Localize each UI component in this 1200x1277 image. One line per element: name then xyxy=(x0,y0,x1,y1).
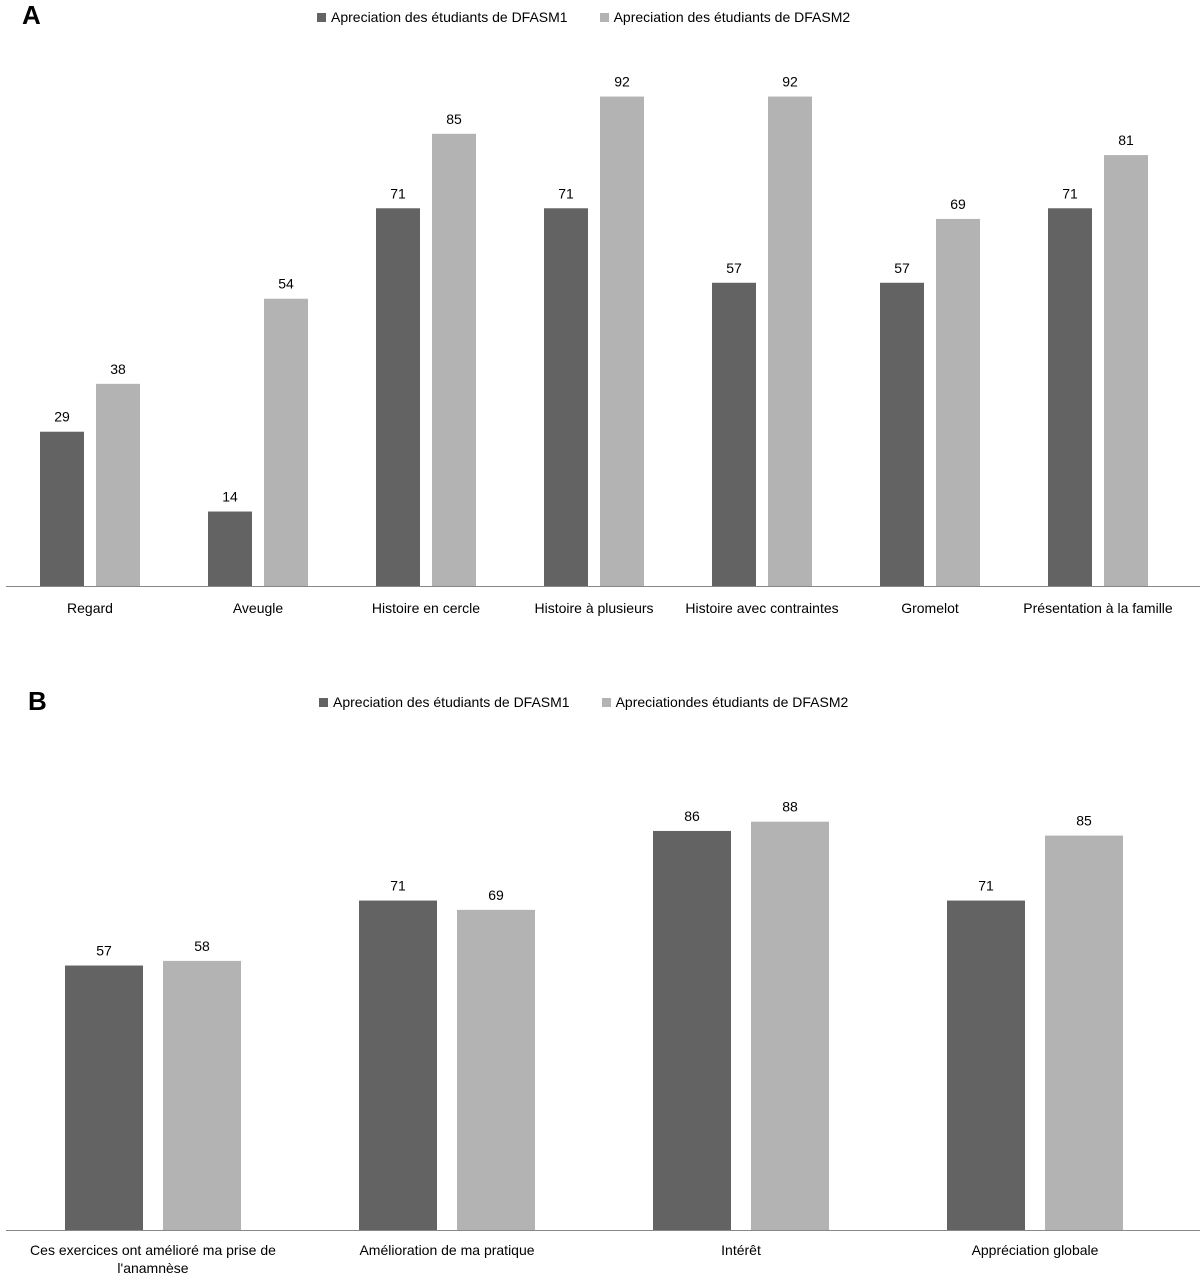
bar-b-series-1-1 xyxy=(65,965,143,1230)
category-label-a-6: Gromelot xyxy=(901,600,959,616)
legend-swatch-series-1 xyxy=(319,697,328,707)
legend-label-series-1: Apreciation des étudiants de DFASM1 xyxy=(331,9,568,25)
legend-item-series-2: Apreciation des étudiants de DFASM2 xyxy=(599,9,851,25)
data-label-b-series-1-3: 86 xyxy=(684,808,700,824)
legend-swatch-series-2 xyxy=(599,12,609,22)
bar-b-series-1-3 xyxy=(653,830,731,1230)
data-label-b-series-2-3: 88 xyxy=(782,799,798,815)
data-label-a-series-1-3: 71 xyxy=(390,185,406,201)
panel-label-b: B xyxy=(28,686,47,716)
bar-a-series-2-2 xyxy=(264,298,308,586)
data-label-a-series-1-7: 71 xyxy=(1062,185,1078,201)
bar-b-series-2-1 xyxy=(163,960,241,1230)
data-label-a-series-1-6: 57 xyxy=(894,260,910,276)
bar-a-series-1-6 xyxy=(880,282,924,586)
data-label-a-series-2-3: 85 xyxy=(446,111,462,127)
data-label-a-series-2-2: 54 xyxy=(278,276,294,292)
data-label-a-series-2-6: 69 xyxy=(950,196,966,212)
data-label-a-series-1-5: 57 xyxy=(726,260,742,276)
legend-item-series-1: Apreciation des étudiants de DFASM1 xyxy=(319,694,570,710)
category-label-b-4: Appréciation globale xyxy=(972,1242,1099,1258)
legend-label-series-2: Apreciationdes étudiants de DFASM2 xyxy=(615,694,849,710)
bar-a-series-1-5 xyxy=(712,282,756,586)
panel-label-a: A xyxy=(22,0,41,30)
bar-a-series-1-7 xyxy=(1048,208,1092,586)
legend-b: Apreciation des étudiants de DFASM1 Apre… xyxy=(319,694,880,710)
bar-b-series-2-3 xyxy=(751,821,829,1230)
data-label-a-series-2-5: 92 xyxy=(782,74,798,90)
bar-a-series-1-2 xyxy=(208,511,252,586)
bar-a-series-2-5 xyxy=(768,96,812,586)
bar-b-series-2-4 xyxy=(1045,835,1123,1230)
data-label-a-series-2-4: 92 xyxy=(614,74,630,90)
bar-a-series-2-7 xyxy=(1104,155,1148,586)
bar-b-series-2-2 xyxy=(457,909,535,1230)
data-label-a-series-2-1: 38 xyxy=(110,361,126,377)
bar-a-series-2-1 xyxy=(96,383,140,586)
bar-a-series-2-3 xyxy=(432,133,476,587)
category-label-b-2: Amélioration de ma pratique xyxy=(359,1242,534,1258)
data-label-b-series-1-1: 57 xyxy=(96,943,112,959)
category-label-a-1: Regard xyxy=(67,600,113,616)
data-label-a-series-1-2: 14 xyxy=(222,489,238,505)
data-label-b-series-1-4: 71 xyxy=(978,878,994,894)
category-label-b-1: Ces exercices ont amélioré ma prise de l'… xyxy=(30,1242,276,1276)
legend-item-series-2: Apreciationdes étudiants de DFASM2 xyxy=(601,694,849,710)
data-label-b-series-1-2: 71 xyxy=(390,878,406,894)
bar-b-series-1-2 xyxy=(359,900,437,1230)
category-label-a-7: Présentation à la famille xyxy=(1023,600,1173,616)
category-label-a-4: Histoire à plusieurs xyxy=(534,600,653,616)
bar-a-series-2-4 xyxy=(600,96,644,586)
category-label-a-3: Histoire en cercle xyxy=(372,600,480,616)
legend-swatch-series-1 xyxy=(317,12,326,22)
data-label-b-series-2-4: 85 xyxy=(1076,813,1092,829)
legend-item-series-1: Apreciation des étudiants de DFASM1 xyxy=(317,9,568,25)
category-label-a-5: Histoire avec contraintes xyxy=(685,600,838,616)
legend-label-series-2: Apreciation des étudiants de DFASM2 xyxy=(613,9,851,25)
bar-a-series-1-1 xyxy=(40,431,84,586)
legend-a: Apreciation des étudiants de DFASM1 Apre… xyxy=(317,9,882,25)
category-label-b-3: Intérêt xyxy=(721,1242,761,1258)
bar-a-series-1-3 xyxy=(376,208,420,586)
category-label-a-2: Aveugle xyxy=(233,600,284,616)
legend-swatch-series-2 xyxy=(601,697,611,707)
data-label-a-series-1-1: 29 xyxy=(54,409,70,425)
data-label-a-series-1-4: 71 xyxy=(558,185,574,201)
data-label-a-series-2-7: 81 xyxy=(1118,132,1134,148)
data-label-b-series-2-1: 58 xyxy=(194,938,210,954)
data-label-b-series-2-2: 69 xyxy=(488,887,504,903)
legend-label-series-1: Apreciation des étudiants de DFASM1 xyxy=(333,694,570,710)
bar-a-series-1-4 xyxy=(544,208,588,586)
bar-b-series-1-4 xyxy=(947,900,1025,1230)
bar-a-series-2-6 xyxy=(936,218,980,587)
